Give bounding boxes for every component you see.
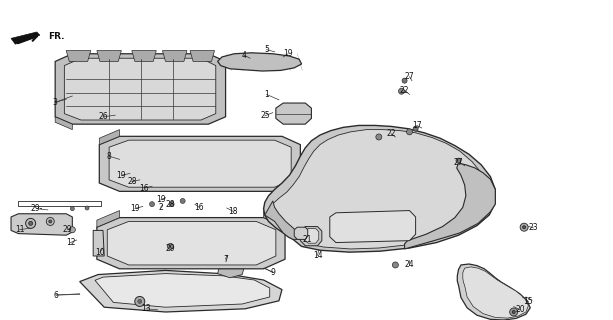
Polygon shape bbox=[97, 211, 120, 227]
Circle shape bbox=[520, 223, 528, 231]
Circle shape bbox=[406, 129, 413, 135]
Polygon shape bbox=[265, 201, 302, 239]
Polygon shape bbox=[99, 130, 120, 145]
Polygon shape bbox=[190, 51, 215, 61]
Text: 6: 6 bbox=[54, 291, 59, 300]
Text: 27: 27 bbox=[454, 158, 463, 167]
Text: 9: 9 bbox=[270, 268, 275, 277]
Circle shape bbox=[26, 218, 36, 228]
Circle shape bbox=[69, 227, 75, 233]
Text: 19: 19 bbox=[130, 204, 140, 213]
Circle shape bbox=[29, 221, 32, 225]
Text: 24: 24 bbox=[405, 260, 414, 269]
Text: 19: 19 bbox=[116, 171, 126, 180]
Polygon shape bbox=[99, 136, 300, 191]
Text: 1: 1 bbox=[264, 90, 269, 99]
Text: 27: 27 bbox=[405, 72, 414, 81]
Polygon shape bbox=[55, 117, 72, 130]
Circle shape bbox=[135, 296, 145, 307]
Circle shape bbox=[402, 78, 407, 83]
Polygon shape bbox=[264, 125, 495, 252]
Circle shape bbox=[376, 134, 382, 140]
Polygon shape bbox=[80, 270, 282, 312]
Text: 15: 15 bbox=[524, 297, 533, 306]
Text: 10: 10 bbox=[95, 248, 105, 257]
Polygon shape bbox=[218, 53, 302, 71]
Text: 28: 28 bbox=[166, 200, 175, 209]
Text: 7: 7 bbox=[223, 255, 228, 264]
Polygon shape bbox=[107, 221, 276, 265]
Polygon shape bbox=[11, 214, 72, 235]
Text: 13: 13 bbox=[141, 304, 151, 313]
Text: 17: 17 bbox=[412, 121, 422, 130]
Polygon shape bbox=[330, 211, 416, 243]
Text: 26: 26 bbox=[98, 112, 108, 121]
Text: 22: 22 bbox=[386, 129, 396, 138]
Text: FR.: FR. bbox=[48, 32, 64, 41]
Polygon shape bbox=[276, 103, 311, 124]
Polygon shape bbox=[218, 264, 244, 278]
Text: 5: 5 bbox=[264, 45, 269, 54]
Polygon shape bbox=[463, 267, 528, 318]
Text: 22: 22 bbox=[400, 86, 409, 95]
Polygon shape bbox=[303, 228, 319, 243]
Circle shape bbox=[138, 300, 142, 303]
Text: 11: 11 bbox=[15, 225, 25, 234]
Text: 23: 23 bbox=[528, 223, 538, 232]
Circle shape bbox=[167, 244, 173, 249]
Text: 28: 28 bbox=[127, 177, 137, 186]
Polygon shape bbox=[93, 230, 104, 256]
Text: 4: 4 bbox=[242, 51, 246, 60]
Text: 8: 8 bbox=[107, 152, 112, 161]
Circle shape bbox=[85, 206, 89, 210]
Circle shape bbox=[70, 207, 74, 211]
Circle shape bbox=[456, 158, 461, 163]
Text: 3: 3 bbox=[53, 98, 58, 107]
Circle shape bbox=[180, 198, 185, 204]
Text: 29: 29 bbox=[63, 225, 72, 234]
Circle shape bbox=[46, 218, 55, 225]
Text: 29: 29 bbox=[166, 244, 175, 253]
Polygon shape bbox=[66, 51, 91, 61]
Circle shape bbox=[150, 202, 154, 207]
Text: 2: 2 bbox=[158, 203, 163, 212]
Polygon shape bbox=[271, 130, 488, 249]
Text: 19: 19 bbox=[156, 196, 166, 204]
Circle shape bbox=[413, 126, 418, 131]
Circle shape bbox=[398, 88, 405, 94]
Text: 14: 14 bbox=[313, 251, 322, 260]
Polygon shape bbox=[162, 51, 187, 61]
Text: 25: 25 bbox=[260, 111, 270, 120]
Polygon shape bbox=[264, 211, 285, 227]
Text: 18: 18 bbox=[228, 207, 238, 216]
Text: 21: 21 bbox=[303, 235, 313, 244]
Text: 16: 16 bbox=[194, 203, 204, 212]
Polygon shape bbox=[132, 51, 156, 61]
Text: 12: 12 bbox=[66, 238, 75, 247]
Text: 16: 16 bbox=[139, 184, 149, 193]
Polygon shape bbox=[97, 218, 285, 269]
Circle shape bbox=[169, 202, 174, 207]
Circle shape bbox=[512, 310, 515, 314]
Polygon shape bbox=[64, 58, 216, 120]
Polygon shape bbox=[405, 163, 495, 249]
Polygon shape bbox=[294, 227, 308, 239]
Circle shape bbox=[392, 262, 398, 268]
Polygon shape bbox=[11, 32, 40, 44]
Polygon shape bbox=[109, 140, 291, 187]
Polygon shape bbox=[97, 51, 121, 61]
Polygon shape bbox=[95, 274, 270, 307]
Polygon shape bbox=[457, 264, 530, 320]
Polygon shape bbox=[55, 54, 226, 124]
Text: 29-: 29- bbox=[31, 204, 43, 213]
Polygon shape bbox=[300, 227, 322, 246]
Circle shape bbox=[523, 226, 525, 229]
Circle shape bbox=[49, 220, 51, 223]
Text: 19: 19 bbox=[283, 49, 293, 58]
Circle shape bbox=[509, 308, 518, 316]
Text: 20: 20 bbox=[515, 305, 525, 314]
